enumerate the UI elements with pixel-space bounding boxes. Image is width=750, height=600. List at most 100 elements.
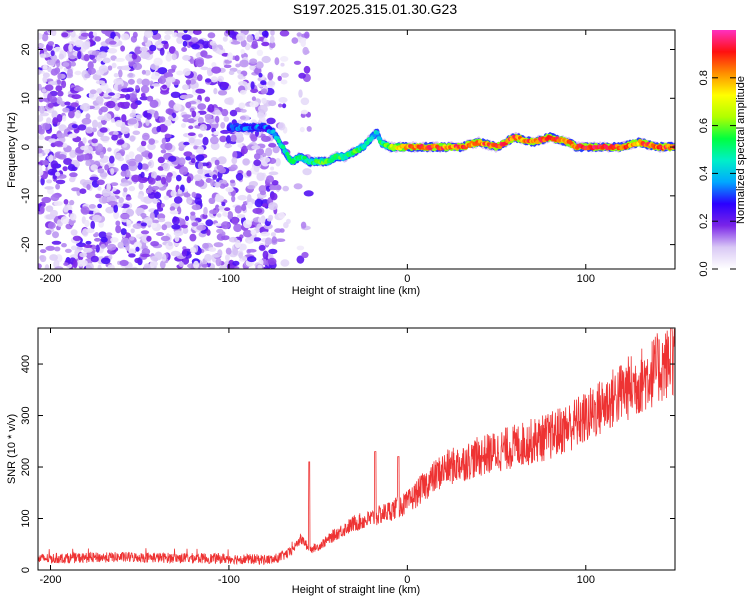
noise-blob (302, 46, 309, 56)
noise-blob (172, 216, 180, 225)
noise-blob (182, 117, 190, 123)
noise-blob (272, 145, 280, 154)
noise-blob (76, 259, 86, 267)
noise-blob (127, 93, 137, 102)
noise-blob (97, 168, 105, 174)
noise-blob (252, 207, 263, 214)
noise-blob (225, 254, 230, 262)
noise-blob (217, 156, 227, 165)
noise-blob (183, 141, 190, 146)
noise-blob (304, 31, 310, 39)
noise-blob (279, 30, 290, 37)
noise-blob (68, 110, 75, 119)
noise-blob (100, 106, 108, 113)
noise-blob (191, 110, 197, 118)
ridge-mark (375, 130, 380, 135)
noise-blob (153, 191, 162, 199)
noise-blob (81, 117, 92, 125)
noise-blob (53, 259, 60, 269)
noise-blob (84, 219, 90, 228)
noise-blob (236, 32, 246, 42)
noise-blob (130, 266, 138, 269)
noise-blob (232, 260, 240, 266)
noise-blob (48, 138, 57, 143)
noise-blob (278, 103, 283, 108)
noise-blob (153, 57, 163, 66)
noise-blob (268, 143, 277, 148)
noise-blob (164, 133, 171, 139)
noise-blob (64, 101, 71, 106)
noise-blob (173, 230, 184, 237)
noise-blob (182, 227, 189, 234)
noise-blob (161, 40, 169, 45)
noise-blob (213, 87, 218, 95)
noise-blob (55, 183, 60, 190)
noise-blob (234, 205, 242, 214)
noise-blob (181, 34, 192, 41)
noise-blob (44, 264, 50, 269)
noise-blob (157, 44, 164, 49)
noise-blob (39, 205, 45, 214)
noise-blob (120, 126, 130, 135)
ridge-mark (302, 155, 307, 160)
noise-blob (300, 38, 307, 48)
noise-blob (61, 80, 67, 89)
noise-blob (256, 172, 265, 181)
noise-blob (257, 111, 265, 119)
noise-blob (100, 243, 106, 249)
noise-blob (95, 193, 102, 199)
noise-blob (65, 248, 72, 253)
noise-blob (107, 147, 112, 152)
noise-blob (230, 134, 237, 142)
x-tick-label: 100 (577, 273, 595, 285)
noise-blob (47, 103, 54, 108)
noise-blob (62, 166, 68, 172)
noise-blob (216, 228, 224, 234)
noise-blob (141, 69, 146, 75)
noise-blob (296, 32, 302, 37)
spectrogram-frame (37, 29, 676, 270)
noise-blob (53, 140, 64, 147)
noise-blob (54, 246, 61, 252)
noise-blob (182, 84, 189, 91)
noise-blob (275, 157, 281, 167)
noise-blob (106, 243, 117, 251)
noise-blob (197, 168, 204, 175)
noise-blob (99, 127, 108, 133)
noise-blob (219, 135, 227, 143)
noise-blob (38, 32, 43, 40)
noise-blob (195, 148, 204, 154)
noise-blob (150, 222, 158, 229)
noise-blob (86, 228, 95, 234)
noise-blob (100, 257, 111, 265)
noise-blob (136, 146, 146, 153)
noise-blob (110, 118, 115, 123)
noise-blob (224, 97, 234, 105)
noise-blob (115, 120, 123, 127)
noise-blob (63, 206, 69, 213)
noise-blob (160, 149, 167, 154)
noise-blob (151, 171, 157, 180)
noise-blob (113, 78, 124, 85)
noise-blob (51, 133, 58, 140)
noise-blob (164, 30, 174, 35)
noise-blob (212, 174, 218, 180)
snr-y-axis: 0 100 200 300 400 (20, 355, 675, 573)
noise-blob (158, 123, 168, 133)
noise-blob (115, 57, 125, 62)
noise-blob (247, 194, 252, 202)
noise-blob (257, 104, 268, 114)
y-tick-label: 200 (20, 458, 32, 476)
noise-blob (80, 154, 90, 161)
noise-blob (232, 151, 238, 160)
noise-blob (197, 116, 204, 124)
noise-blob (191, 43, 200, 50)
noise-blob (229, 179, 236, 184)
ridge-mark (286, 155, 292, 160)
noise-blob (303, 65, 311, 74)
noise-blob (230, 164, 238, 171)
noise-blob (300, 97, 310, 106)
noise-blob (208, 247, 217, 252)
noise-blob (191, 222, 199, 227)
